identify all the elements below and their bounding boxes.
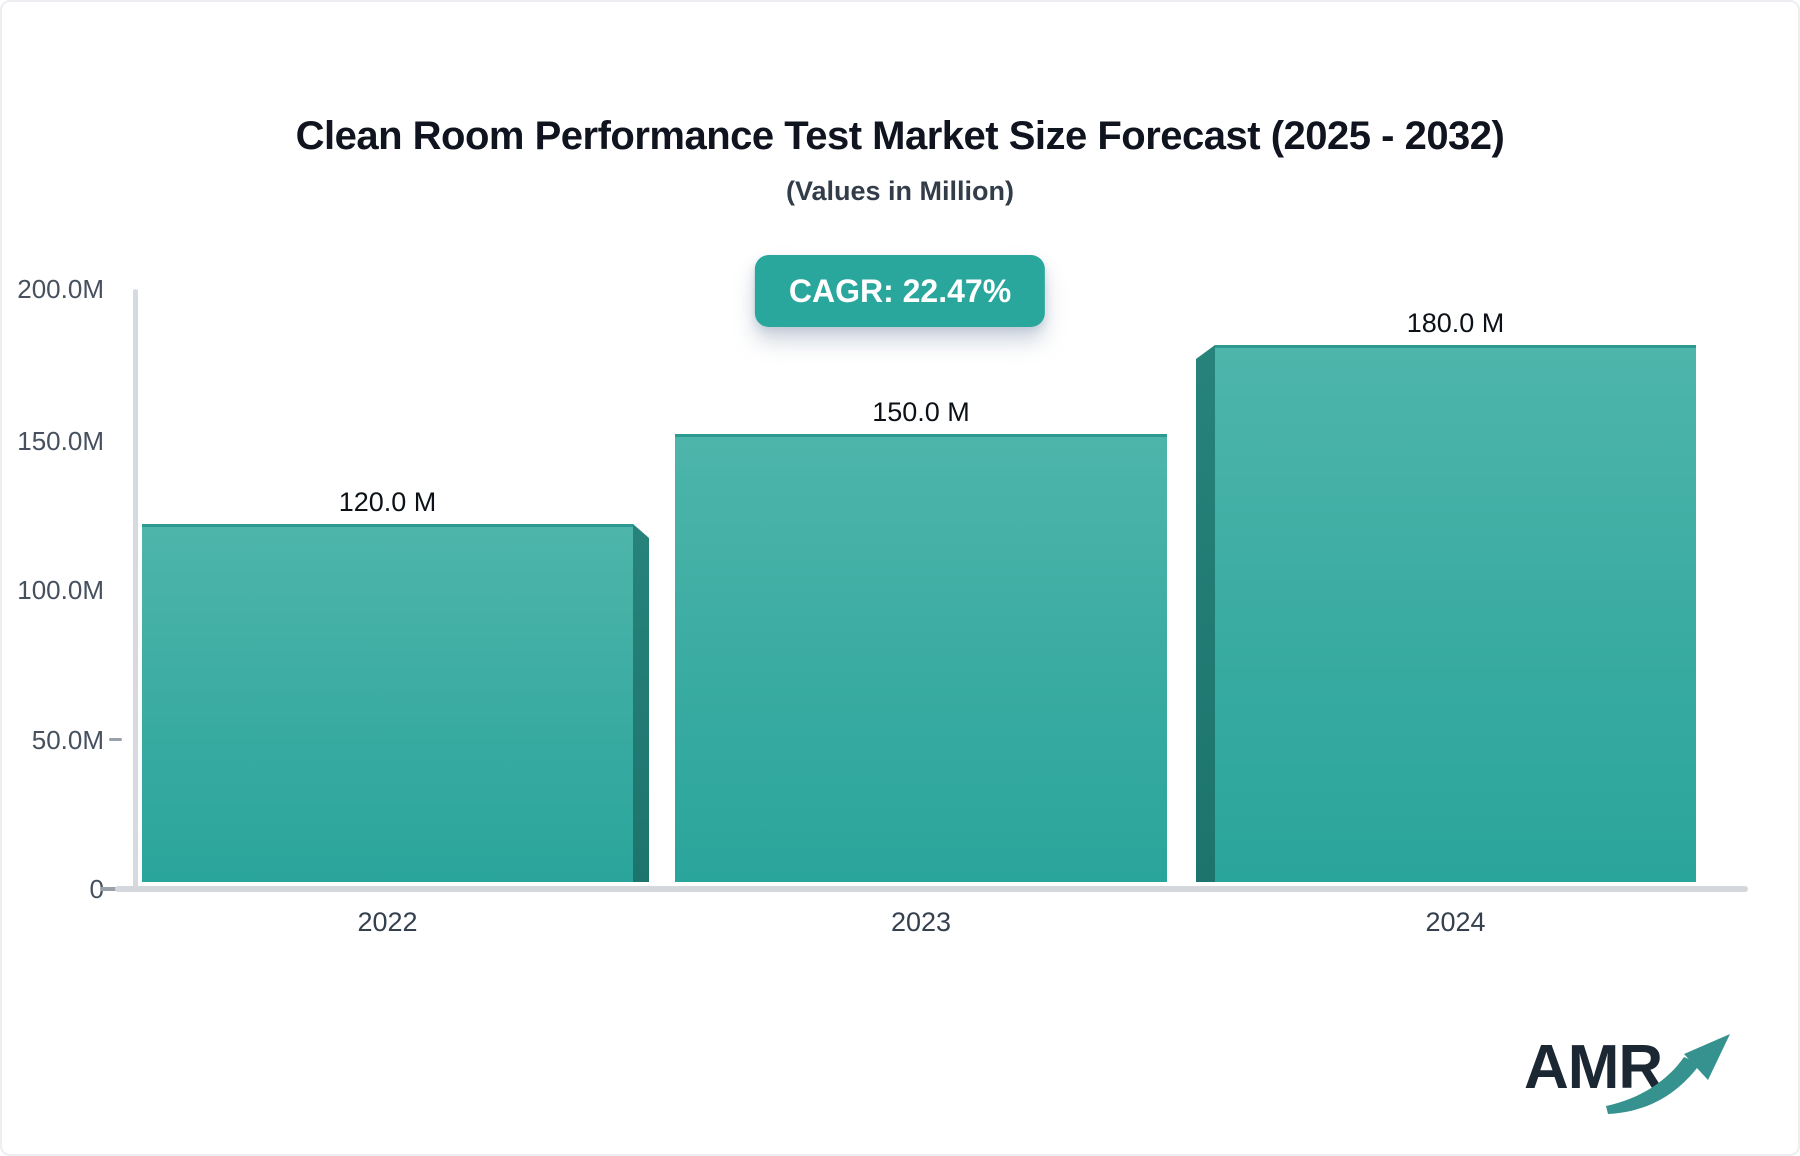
y-tick-mark-0 (100, 887, 122, 891)
bar-2022-3d-side (633, 524, 649, 882)
bar-2024-value-label: 180.0 M (1406, 308, 1505, 338)
bar-2023-value-label: 150.0 M (872, 397, 970, 427)
x-label-2022: 2022 (357, 907, 418, 937)
amr-logo: AMR (1524, 1014, 1784, 1134)
amr-logo-text: AMR (1524, 1033, 1663, 1102)
y-tick-label-0: 0 (89, 874, 104, 904)
y-axis-line (133, 289, 138, 890)
y-tick-label-200: 200.0M (17, 274, 104, 304)
chart-subtitle: (Values in Million) (785, 176, 1015, 206)
x-label-2023: 2023 (890, 907, 952, 937)
cagr-badge: CAGR: 22.47% (754, 255, 1046, 327)
x-label-2024: 2024 (1425, 907, 1486, 937)
chart-title: Clean Room Performance Test Market Size … (295, 114, 1505, 158)
bar-2022-value-label: 120.0 M (338, 487, 437, 517)
x-axis-line (115, 886, 1748, 892)
bar-2022-face: 120.0 M (142, 487, 633, 882)
y-tick-mark-50 (109, 738, 122, 741)
bar-2024-3d-side (1196, 345, 1215, 882)
y-tick-label-100: 100.0M (17, 575, 104, 605)
bar-2022: 120.0 M (142, 282, 649, 882)
y-tick-label-50: 50.0M (31, 725, 104, 755)
bar-2023: 150.0 M (675, 282, 1167, 882)
bar-2024-face: 180.0 M (1215, 308, 1696, 882)
growth-arrow-icon (1606, 1034, 1730, 1114)
bar-2024: 180.0 M (1196, 282, 1696, 882)
y-tick-label-150: 150.0M (17, 426, 104, 456)
bar-2023-face: 150.0 M (675, 397, 1167, 882)
